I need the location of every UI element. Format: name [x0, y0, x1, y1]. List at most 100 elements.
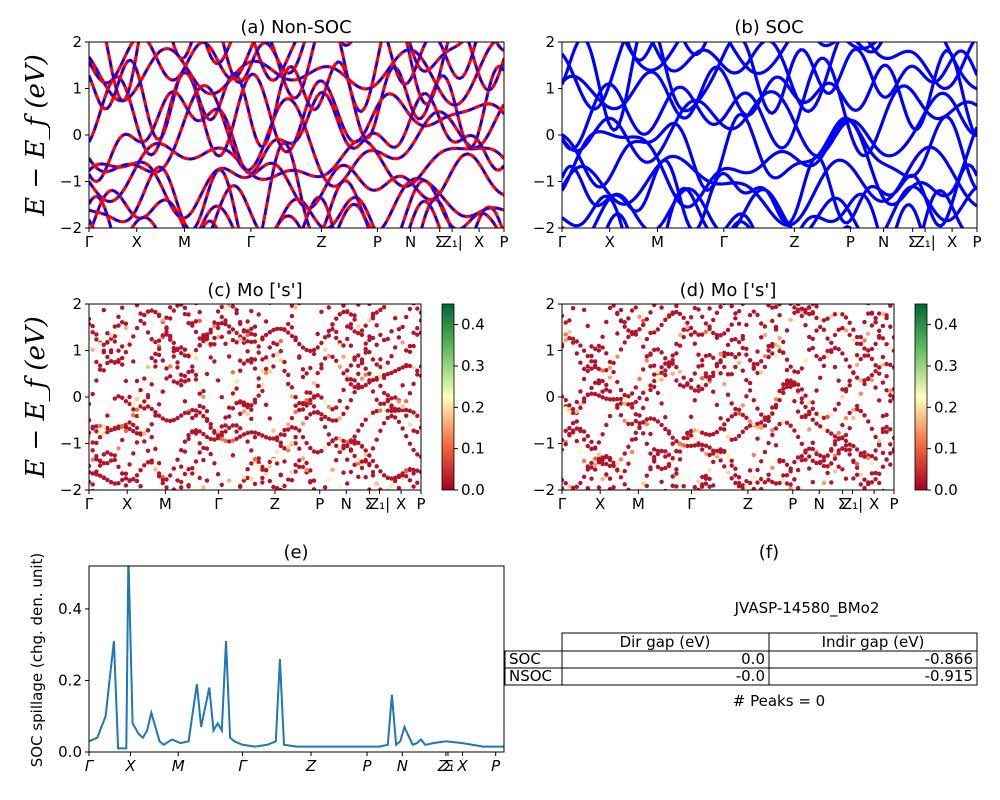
band-point	[197, 403, 202, 409]
band-point	[652, 363, 657, 368]
band-point	[641, 318, 646, 324]
band-point	[618, 387, 624, 393]
band-point	[378, 364, 383, 370]
band-point	[169, 489, 171, 490]
band-point	[843, 357, 849, 362]
band-point	[370, 335, 376, 341]
band-point	[607, 397, 613, 402]
band-point	[707, 445, 712, 450]
band-point	[164, 329, 169, 335]
band-point	[837, 248, 841, 252]
band-point	[593, 264, 597, 268]
band-point	[733, 364, 738, 370]
band-point	[818, 295, 822, 299]
band-point	[389, 404, 394, 410]
band-point	[157, 246, 161, 250]
band-point	[164, 366, 169, 371]
band-point	[633, 430, 638, 435]
band-point	[89, 316, 92, 322]
band-point	[589, 344, 594, 349]
band-point	[363, 341, 368, 346]
band-point	[201, 530, 205, 534]
band-point	[844, 252, 848, 256]
band-point	[253, 504, 257, 508]
band-point	[781, 299, 785, 303]
x-tick-label: P	[363, 757, 373, 775]
band-point	[352, 434, 357, 439]
band-point	[142, 439, 147, 444]
band-point	[363, 382, 368, 388]
band-point	[286, 488, 291, 490]
band-point	[304, 467, 309, 473]
band-point	[112, 453, 118, 458]
band-point	[711, 373, 716, 379]
band-point	[286, 508, 290, 512]
band-point	[252, 430, 258, 435]
band-point	[788, 423, 793, 428]
band-point	[275, 274, 279, 278]
band-point	[604, 455, 609, 460]
band-point	[674, 341, 679, 347]
band-point	[363, 372, 368, 377]
band-point	[564, 280, 568, 284]
band-point	[356, 440, 361, 446]
band-point	[755, 406, 760, 411]
band-point	[666, 360, 672, 365]
band-point	[888, 462, 893, 467]
band-point	[818, 459, 823, 465]
band-point	[286, 422, 291, 427]
band-point	[770, 351, 775, 356]
band-point	[759, 476, 764, 482]
band-point	[282, 459, 287, 464]
band-point	[297, 407, 302, 413]
band-point	[182, 311, 188, 317]
band-point	[90, 440, 95, 445]
band-point	[352, 317, 357, 322]
band-point	[847, 378, 852, 383]
band-point	[873, 448, 878, 453]
band-point	[102, 273, 106, 277]
band-point	[644, 417, 649, 422]
band-point	[327, 275, 331, 279]
band-point	[267, 360, 272, 365]
band-point	[212, 461, 217, 466]
band-point	[718, 426, 723, 431]
band-point	[718, 447, 723, 452]
band-point	[858, 378, 863, 383]
band-point	[120, 344, 125, 349]
band-point	[341, 470, 346, 475]
band-point	[116, 464, 121, 469]
band-point	[881, 266, 885, 270]
band-point	[330, 407, 335, 412]
band-point	[578, 389, 583, 394]
band-point	[718, 458, 723, 463]
band-point	[814, 328, 819, 333]
band-point	[282, 243, 286, 247]
band-point	[843, 389, 849, 394]
band-point	[411, 343, 416, 349]
band-point	[407, 467, 413, 473]
band-point	[105, 430, 110, 435]
band-point	[832, 442, 838, 447]
band-point	[352, 438, 357, 444]
band-point	[168, 333, 173, 339]
band-point	[300, 407, 306, 412]
band-point	[330, 246, 334, 250]
band-point	[120, 320, 125, 325]
band-point	[795, 382, 801, 387]
band-point	[378, 383, 383, 388]
band-point	[851, 459, 856, 465]
band-point	[252, 397, 258, 402]
band-point	[334, 458, 339, 463]
band-point	[419, 274, 423, 278]
band-point	[825, 348, 830, 354]
band-point	[300, 435, 306, 440]
band-point	[370, 389, 376, 394]
band-point	[792, 380, 797, 385]
band-point	[582, 495, 586, 499]
band-point	[193, 413, 199, 418]
band-point	[385, 336, 390, 342]
y-tick-label: −1	[60, 435, 82, 453]
band-point	[714, 368, 720, 373]
band-point	[260, 498, 264, 502]
